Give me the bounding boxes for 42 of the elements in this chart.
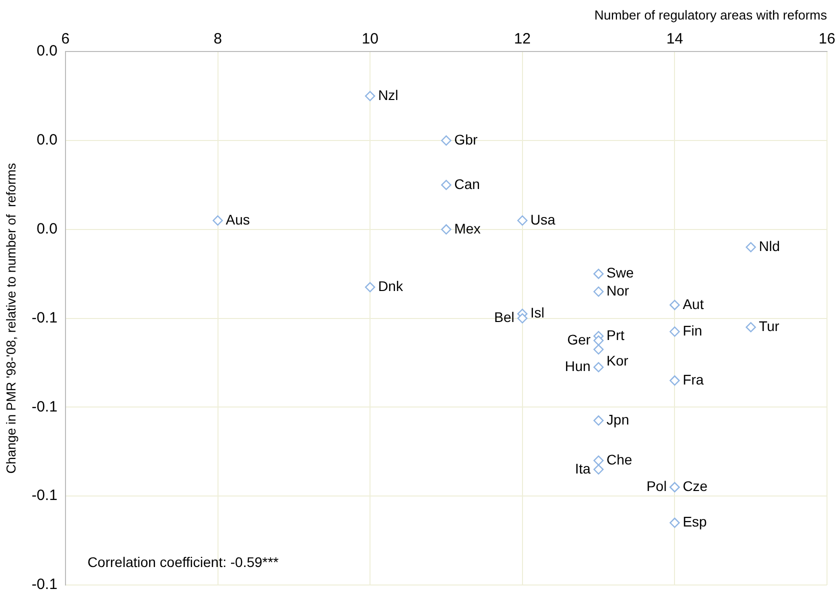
annotation: Kor <box>606 352 629 368</box>
annotation: Can <box>454 176 480 192</box>
annotation: Esp <box>682 514 708 530</box>
annotation: Correlation coefficient: -0.59*** <box>87 554 280 570</box>
annotation: Ita <box>574 460 591 476</box>
annotation: Tur <box>758 318 780 334</box>
y-tick-label: -0.1 <box>32 487 58 504</box>
annotation: Che <box>606 451 632 468</box>
x-tick-label: 14 <box>666 30 684 48</box>
x-tick-label: 16 <box>818 30 836 48</box>
annotation: Aus <box>226 211 250 228</box>
annotation: Jpn <box>606 411 630 428</box>
x-tick-label: 8 <box>214 30 222 48</box>
y-tick-label: 0.0 <box>36 132 58 149</box>
y-tick-label: -0.1 <box>32 309 58 326</box>
annotation: Ger <box>567 331 591 348</box>
x-tick-label: 12 <box>514 30 531 48</box>
x-tick-label: 10 <box>362 30 378 48</box>
y-axis-title: Change in PMR '98-'08, relative to number of reforms <box>3 162 18 474</box>
annotation: Isl <box>530 304 544 321</box>
x-axis-title: Number of regulatory areas with reforms <box>594 7 828 22</box>
y-tick-label: -0.1 <box>32 398 58 416</box>
y-tick-label: -0.1 <box>32 576 58 594</box>
annotation: Mex <box>454 220 481 236</box>
annotation: Swe <box>606 264 634 281</box>
y-tick-label: 0.0 <box>36 42 58 60</box>
annotation: Fra <box>682 371 704 388</box>
y-tick-label: 0.0 <box>36 220 58 238</box>
annotation: Cze <box>682 478 708 494</box>
annotation: Fin <box>682 322 702 338</box>
x-tick-label: 6 <box>61 30 70 48</box>
annotation: Prt <box>606 326 625 343</box>
annotation: Pol <box>646 478 667 494</box>
annotation: Dnk <box>378 278 404 294</box>
annotation: Nld <box>758 238 780 254</box>
annotation: Nor <box>606 282 630 298</box>
annotation: Usa <box>530 211 556 228</box>
annotation: Hun <box>564 358 591 374</box>
annotation: Bel <box>494 309 514 326</box>
annotation: Nzl <box>378 86 398 103</box>
annotation: Aut <box>682 296 704 312</box>
annotation: Gbr <box>454 131 478 148</box>
